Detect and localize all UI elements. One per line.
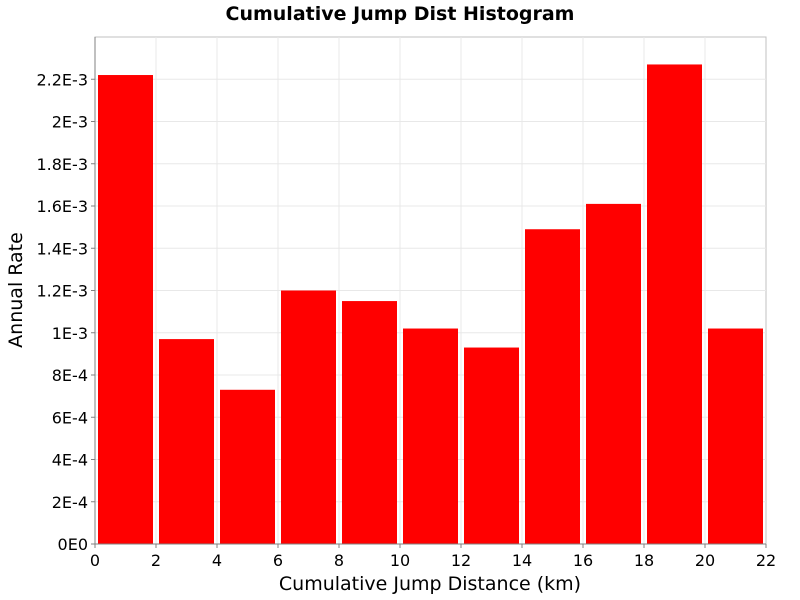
bar-10	[708, 328, 763, 544]
bar-7	[525, 229, 580, 545]
x-tick-label: 8	[334, 551, 344, 570]
bar-9	[647, 64, 702, 545]
x-tick-label: 14	[512, 551, 532, 570]
x-axis-ticks: 0 2 4 6 8 10 12 14 16 18 20 22	[90, 544, 776, 570]
x-tick-label: 6	[273, 551, 283, 570]
y-tick-label: 4E-4	[52, 451, 88, 470]
bar-6	[464, 347, 519, 544]
y-tick-label: 1.4E-3	[36, 239, 88, 258]
x-tick-label: 18	[634, 551, 654, 570]
x-tick-label: 0	[90, 551, 100, 570]
bar-1	[159, 339, 214, 544]
y-tick-label: 1.8E-3	[36, 155, 88, 174]
y-tick-label: 0E0	[58, 535, 88, 554]
x-tick-label: 16	[573, 551, 593, 570]
y-tick-label: 2.2E-3	[36, 70, 88, 89]
y-tick-label: 1.6E-3	[36, 197, 88, 216]
y-tick-label: 6E-4	[52, 408, 88, 427]
y-tick-label: 2E-4	[52, 493, 88, 512]
x-tick-label: 12	[451, 551, 471, 570]
y-tick-label: 8E-4	[52, 366, 88, 385]
x-tick-label: 2	[151, 551, 161, 570]
x-tick-label: 20	[695, 551, 715, 570]
bars	[98, 64, 763, 545]
bar-0	[98, 75, 153, 545]
x-axis-label: Cumulative Jump Distance (km)	[279, 573, 581, 595]
y-tick-label: 1.2E-3	[36, 282, 88, 301]
bar-2	[220, 389, 275, 544]
bar-5	[403, 328, 458, 544]
y-tick-label: 1E-3	[52, 324, 88, 343]
x-tick-label: 10	[390, 551, 410, 570]
y-axis-ticks: 0E0 2E-4 4E-4 6E-4 8E-4 1E-3 1.2E-3 1.4E-3 1.6E-…	[36, 70, 95, 554]
x-tick-label: 4	[212, 551, 222, 570]
y-tick-label: 2E-3	[52, 113, 88, 132]
chart-title: Cumulative Jump Dist Histogram	[226, 3, 575, 25]
y-axis-label: Annual Rate	[5, 232, 27, 348]
bar-4	[342, 301, 397, 544]
bar-3	[281, 290, 336, 544]
bar-8	[586, 203, 641, 544]
x-tick-label: 22	[756, 551, 776, 570]
